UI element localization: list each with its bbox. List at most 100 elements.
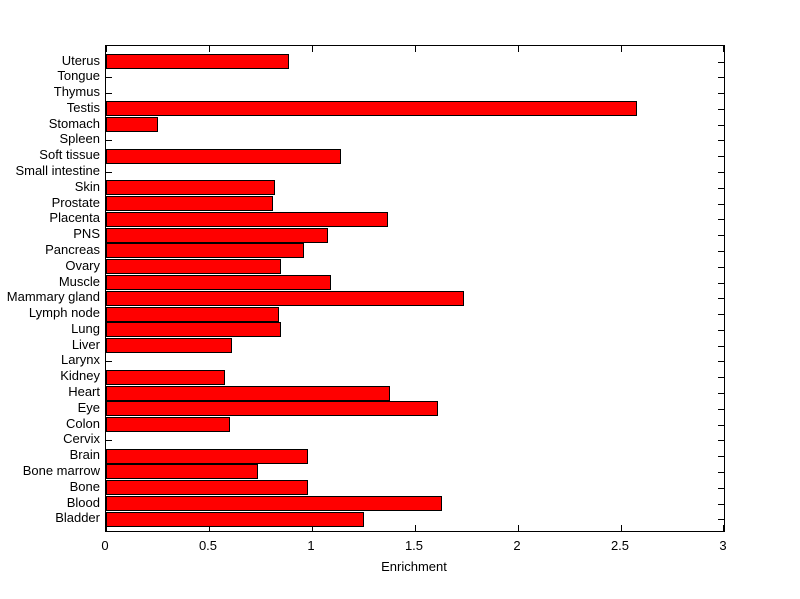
y-tick-label: Tongue [57, 68, 100, 84]
x-tick-mark-bottom [106, 525, 107, 531]
y-tick-mark-right [718, 472, 724, 473]
y-tick-mark-right [718, 219, 724, 220]
bar-soft-tissue [106, 148, 341, 164]
x-tick-mark-top [209, 46, 210, 52]
y-tick-mark-right [718, 393, 724, 394]
x-tick-mark-top [621, 46, 622, 52]
y-tick-label: Thymus [53, 84, 100, 100]
y-tick-label: Pancreas [45, 241, 100, 257]
bar-eye [106, 401, 438, 417]
y-tick-label: Bone [69, 478, 100, 494]
bar-uterus [106, 54, 289, 69]
x-tick-mark-bottom [518, 525, 519, 531]
y-tick-label: Ovary [65, 257, 100, 273]
y-tick-mark-left [106, 361, 112, 362]
y-tick-label: Lung [71, 320, 100, 336]
y-tick-label: Mammary gland [6, 289, 100, 305]
x-tick-mark-top [723, 46, 724, 52]
y-tick-label: Testis [66, 99, 100, 115]
bar-brain [106, 448, 308, 464]
y-tick-label: Eye [77, 399, 100, 415]
y-tick-label: Kidney [60, 368, 100, 384]
bar-stomach [106, 117, 158, 133]
x-tick-mark-bottom [415, 525, 416, 531]
x-tick-mark-bottom [621, 525, 622, 531]
bar-bone [106, 480, 308, 496]
y-tick-mark-right [718, 504, 724, 505]
y-tick-mark-left [106, 440, 112, 441]
x-tick-label: 2 [513, 538, 521, 553]
bar-colon [106, 417, 230, 433]
y-tick-mark-right [718, 409, 724, 410]
bar-mammary-gland [106, 290, 464, 306]
y-tick-mark-right [718, 267, 724, 268]
y-tick-mark-right [718, 377, 724, 378]
y-tick-label: Skin [74, 178, 100, 194]
x-axis-title: Enrichment [381, 559, 447, 574]
bar-pns [106, 227, 328, 243]
y-tick-mark-right [718, 204, 724, 205]
x-tick-label: 1 [307, 538, 315, 553]
y-tick-mark-right [718, 251, 724, 252]
y-tick-label: Liver [71, 336, 100, 352]
y-tick-mark-left [106, 77, 112, 78]
y-tick-mark-right [718, 172, 724, 173]
y-tick-mark-right [718, 77, 724, 78]
y-tick-label: Stomach [48, 115, 100, 131]
x-tick-label: 0 [101, 538, 109, 553]
y-tick-mark-right [718, 456, 724, 457]
y-tick-label: Colon [66, 415, 100, 431]
x-tick-mark-top [415, 46, 416, 52]
bar-lung [106, 322, 281, 338]
y-tick-mark-right [718, 188, 724, 189]
x-tick-mark-top [518, 46, 519, 52]
y-tick-mark-right [718, 93, 724, 94]
bar-placenta [106, 211, 388, 227]
y-tick-mark-left [106, 172, 112, 173]
y-tick-label: Bone marrow [22, 462, 100, 478]
y-tick-mark-right [718, 140, 724, 141]
y-tick-label: Prostate [51, 194, 100, 210]
bar-bone-marrow [106, 464, 258, 480]
y-tick-label: Soft tissue [39, 147, 100, 163]
y-tick-mark-right [718, 156, 724, 157]
x-tick-mark-bottom [723, 525, 724, 531]
y-tick-label: Brain [69, 447, 100, 463]
x-tick-mark-top [106, 46, 107, 52]
y-tick-mark-right [718, 298, 724, 299]
x-tick-label: 2.5 [610, 538, 630, 553]
y-tick-label: Heart [68, 384, 100, 399]
bar-blood [106, 496, 442, 511]
bar-pancreas [106, 243, 304, 259]
bar-muscle [106, 275, 331, 290]
y-tick-mark-right [718, 425, 724, 426]
bar-lymph-node [106, 306, 279, 322]
y-tick-mark-right [718, 330, 724, 331]
y-tick-mark-right [718, 283, 724, 284]
y-tick-mark-right [718, 314, 724, 315]
bar-ovary [106, 259, 281, 275]
y-tick-mark-right [718, 62, 724, 63]
y-tick-mark-left [106, 140, 112, 141]
x-tick-label: 1.5 [404, 538, 424, 553]
y-tick-label: Cervix [63, 431, 100, 447]
y-tick-mark-right [718, 235, 724, 236]
x-tick-label: 3 [719, 538, 727, 553]
y-tick-mark-right [718, 488, 724, 489]
y-tick-label: Small intestine [15, 163, 100, 178]
x-tick-mark-bottom [312, 525, 313, 531]
y-tick-mark-right [718, 125, 724, 126]
x-tick-label: 0.5 [198, 538, 218, 553]
y-tick-mark-right [718, 109, 724, 110]
y-tick-mark-right [718, 519, 724, 520]
y-tick-mark-left [106, 93, 112, 94]
y-tick-label: Placenta [49, 210, 100, 226]
plot-area [105, 45, 725, 532]
bar-skin [106, 180, 275, 196]
bar-bladder [106, 511, 364, 527]
y-tick-label: Uterus [61, 52, 100, 68]
bar-heart [106, 385, 390, 401]
y-tick-label: Larynx [60, 352, 100, 368]
y-tick-mark-right [718, 440, 724, 441]
